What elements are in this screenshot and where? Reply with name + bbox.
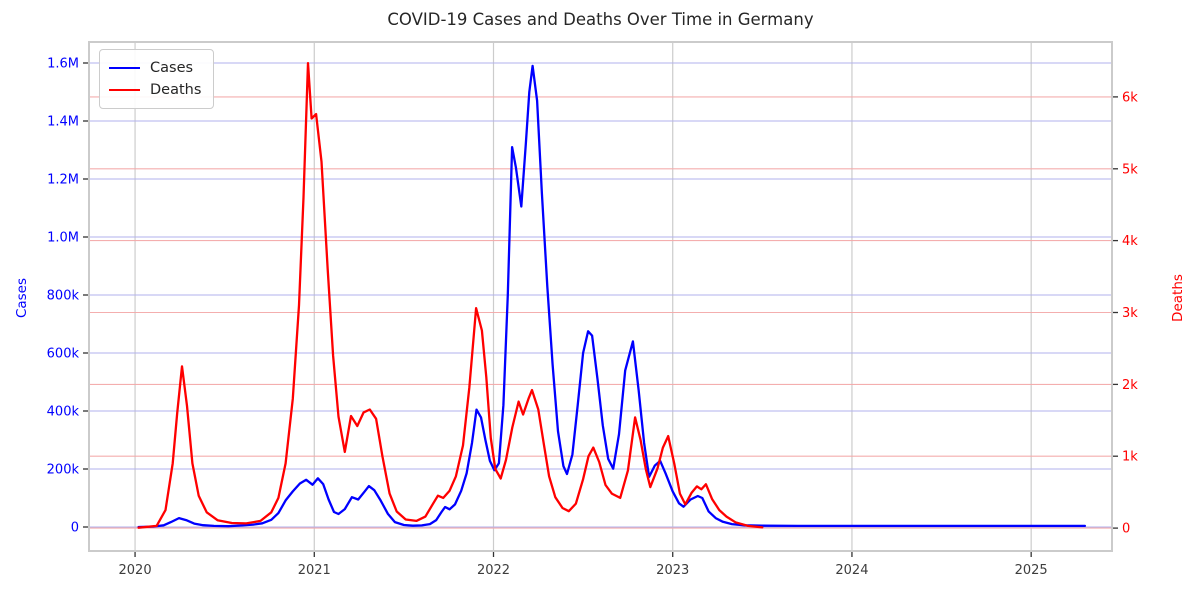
x-tick-label: 2021 [298,563,331,578]
y-left-tick-label: 600k [47,347,80,362]
y-left-tick-label: 1.2M [47,173,79,188]
y-left-tick-label: 1.0M [47,231,79,246]
x-tick-label: 2022 [477,563,510,578]
legend-item-cases: Cases [109,57,201,79]
y-right-tick-label: 2k [1122,378,1138,393]
y-right-tick-label: 1k [1122,450,1138,465]
deaths-line-swatch [109,89,140,91]
x-tick-label: 2023 [656,563,689,578]
plot-border [88,41,1113,552]
y-left-tick-label: 1.4M [47,115,79,130]
chart-title: COVID-19 Cases and Deaths Over Time in G… [387,10,814,29]
series-line-cases [137,64,1087,529]
x-tick-label: 2025 [1015,563,1048,578]
x-tick-label: 2020 [119,563,152,578]
y-right-tick-label: 4k [1122,234,1138,249]
y-left-tick-label: 1.6M [47,57,79,72]
x-tick-label: 2024 [835,563,868,578]
y-right-tick-label: 3k [1122,306,1138,321]
y-left-tick-label: 200k [47,463,80,478]
y-left-tick-label: 400k [47,405,80,420]
y-left-tick-label: 0 [71,521,79,536]
series-line-deaths [137,61,764,529]
chart-legend: Cases Deaths [99,49,215,109]
legend-label-cases: Cases [150,60,194,76]
y-right-tick-label: 5k [1122,162,1138,177]
y-right-tick-label: 0 [1122,522,1130,537]
legend-label-deaths: Deaths [150,82,202,98]
legend-item-deaths: Deaths [109,79,201,101]
y-left-tick-label: 800k [47,289,80,304]
y-right-tick-label: 6k [1122,90,1138,105]
cases-line-swatch [109,67,140,69]
